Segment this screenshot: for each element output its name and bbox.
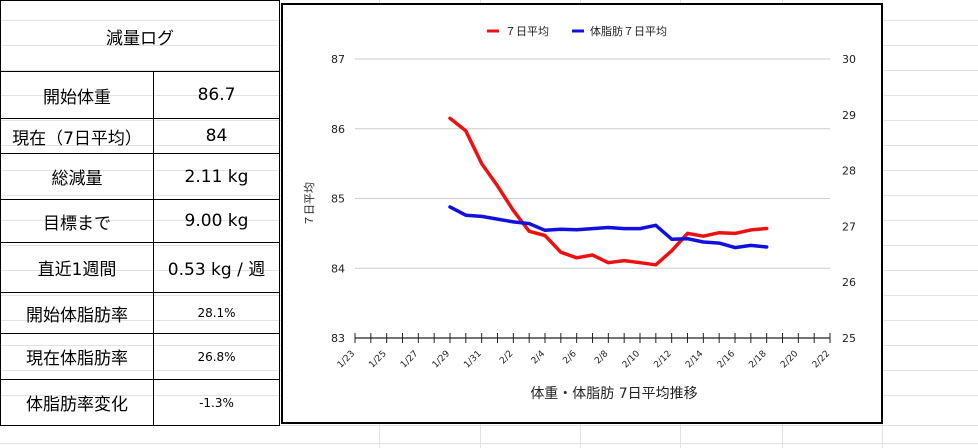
x-tick-label: 2/12 (652, 349, 673, 370)
x-tick-label: 2/2 (498, 349, 515, 366)
legend-fat-label: 体脂肪７日平均 (590, 24, 667, 38)
value-body-fat-change[interactable]: -1.3% (199, 395, 234, 410)
y-tick-label: 84 (331, 262, 345, 275)
x-tick-label: 1/27 (399, 349, 420, 370)
chart-title: 体重・体脂肪 7日平均推移 (530, 386, 697, 402)
y2-tick-label: 28 (842, 165, 856, 178)
y-tick-label: 83 (331, 332, 345, 345)
x-tick-label: 2/20 (779, 349, 801, 371)
log-title-cell[interactable]: 減量ログ (106, 28, 174, 49)
x-tick-label: 1/29 (431, 349, 453, 371)
y-tick-label: 87 (331, 53, 345, 66)
x-tick-label: 2/14 (684, 349, 706, 371)
x-tick-label: 2/8 (593, 349, 611, 367)
value-start-body-fat[interactable]: 28.1% (197, 306, 236, 320)
x-tick-label: 2/16 (716, 349, 738, 371)
label-current-weight[interactable]: 現在（7日平均） (12, 128, 142, 149)
chart-axes: 83 84 85 86 87 25 26 27 28 29 30 1/23 1/25 1/27 1/29 1/… (331, 53, 856, 370)
value-to-goal[interactable]: 9.00 kg (184, 211, 249, 231)
label-to-goal[interactable]: 目標まで (43, 213, 111, 234)
legend-weight-label: ７日平均 (505, 25, 549, 38)
value-last-week[interactable]: 0.53 kg / 週 (167, 260, 266, 280)
chart-gridlines (355, 58, 830, 269)
y2-tick-label: 26 (842, 276, 856, 289)
value-total-loss[interactable]: 2.11 kg (184, 166, 249, 187)
weight-bodyfat-line-chart: ７日平均 体脂肪７日平均 83 84 85 86 87 25 26 27 28 29 30 1/23 1… (303, 24, 856, 402)
y2-tick-label: 27 (842, 220, 856, 233)
label-body-fat-change[interactable]: 体脂肪率変化 (26, 395, 128, 415)
y-tick-label: 85 (331, 193, 345, 206)
chart-series (448, 116, 769, 267)
label-start-body-fat[interactable]: 開始体脂肪率 (26, 305, 128, 326)
weight-7day-avg-line (448, 116, 769, 267)
y-axis-title: ７日平均 (303, 182, 316, 226)
x-tick-label: 2/4 (530, 349, 548, 367)
bodyfat-7day-avg-line (448, 205, 769, 250)
label-start-weight[interactable]: 開始体重 (43, 87, 111, 108)
value-current-weight[interactable]: 84 (205, 126, 228, 146)
y2-tick-label: 30 (842, 53, 856, 66)
x-tick-label: 1/23 (336, 349, 357, 370)
y2-tick-label: 25 (842, 332, 856, 345)
x-tick-label: 2/22 (811, 349, 832, 370)
y2-tick-label: 29 (842, 109, 856, 122)
label-total-loss[interactable]: 総減量 (51, 169, 103, 189)
value-current-body-fat[interactable]: 26.8% (197, 349, 236, 364)
legend[interactable]: ７日平均 体脂肪７日平均 (487, 24, 667, 38)
label-last-week[interactable]: 直近1週間 (37, 260, 117, 280)
value-start-weight[interactable]: 86.7 (197, 85, 236, 105)
y-tick-label: 86 (331, 123, 345, 136)
x-tick-label: 2/18 (747, 349, 769, 371)
x-tick-label: 2/6 (561, 349, 579, 367)
x-tick-label: 1/25 (367, 349, 388, 370)
chart-container[interactable]: ７日平均 体脂肪７日平均 83 84 85 86 87 25 26 27 28 29 30 1/23 1… (281, 3, 883, 424)
label-current-body-fat[interactable]: 現在体脂肪率 (26, 349, 128, 369)
x-tick-label: 1/31 (462, 349, 483, 370)
x-tick-label: 2/10 (621, 349, 643, 371)
